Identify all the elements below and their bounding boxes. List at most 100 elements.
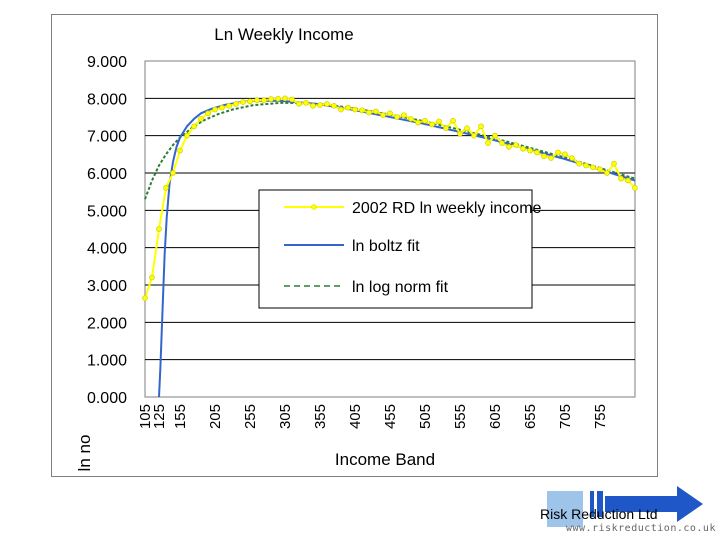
data-point: [212, 106, 218, 113]
data-point: [310, 103, 316, 109]
data-point: [485, 140, 491, 146]
data-point: [177, 147, 183, 154]
legend: 2002 RD ln weekly income ln boltz fit ln…: [258, 189, 542, 309]
data-point: [205, 110, 211, 117]
data-point: [156, 226, 162, 232]
x-tick-label: 105: [137, 404, 154, 429]
data-point: [373, 108, 379, 115]
data-point: [625, 177, 631, 184]
data-point: [170, 170, 176, 176]
y-tick-label: 7.000: [87, 129, 127, 146]
data-point: [492, 132, 498, 139]
data-point: [604, 170, 610, 176]
legend-label-lognorm: ln log norm fit: [352, 279, 449, 296]
data-point: [142, 295, 148, 301]
data-point: [352, 106, 358, 113]
data-point: [366, 109, 372, 116]
data-point: [394, 114, 400, 120]
data-point: [163, 185, 169, 191]
legend-swatch-data-marker: [311, 204, 317, 210]
data-point: [233, 101, 239, 107]
data-point: [499, 140, 505, 146]
data-point: [590, 164, 596, 171]
x-tick-label: 355: [312, 404, 329, 429]
x-tick-label: 705: [557, 404, 574, 429]
data-point: [345, 104, 351, 111]
data-point: [618, 175, 624, 182]
legend-label-boltz: ln boltz fit: [352, 238, 420, 255]
data-point: [513, 142, 519, 148]
company-name: Risk Reduction Ltd: [540, 506, 658, 522]
data-point: [443, 125, 449, 131]
data-point: [184, 132, 190, 139]
data-point: [576, 160, 582, 167]
plot-area-border: [144, 60, 636, 398]
x-tick-label: 505: [417, 404, 434, 429]
data-point: [555, 149, 561, 156]
x-tick-label: 205: [207, 404, 224, 429]
data-point: [254, 97, 260, 103]
x-tick-label: 305: [277, 404, 294, 429]
data-point: [282, 95, 288, 102]
data-point: [401, 112, 407, 118]
logo-bar: [597, 491, 603, 517]
data-point: [331, 103, 337, 109]
chart-frame: Ln Weekly Income 0.000 1.000 2.000 3.000 4.0…: [51, 14, 658, 477]
y-tick-label: 9.000: [87, 54, 127, 71]
x-tick-label: 155: [172, 404, 189, 429]
data-point: [261, 97, 267, 103]
data-point: [240, 99, 246, 105]
x-tick-label: 605: [487, 404, 504, 429]
data-point: [380, 112, 386, 118]
y-tick-label: 1.000: [87, 353, 127, 370]
data-point: [506, 144, 512, 150]
data-point: [548, 155, 554, 161]
data-point: [597, 166, 603, 173]
y-tick-label: 4.000: [87, 241, 127, 258]
data-point: [247, 98, 253, 105]
logo-bar: [590, 491, 594, 517]
data-point: [429, 121, 435, 128]
data-point: [303, 100, 309, 106]
data-point: [191, 123, 197, 130]
data-point: [198, 116, 204, 122]
data-point: [317, 102, 323, 108]
chart-svg: Ln Weekly Income 0.000 1.000 2.000 3.000 4.0…: [75, 25, 638, 471]
data-point: [408, 116, 414, 122]
y-tick-label: 6.000: [87, 166, 127, 183]
y-tick-label: 5.000: [87, 203, 127, 220]
x-tick-label: 455: [382, 404, 399, 429]
legend-box: [258, 189, 533, 309]
data-point: [268, 96, 274, 102]
company-url[interactable]: www.riskreduction.co.uk: [566, 523, 716, 534]
y-tick-label: 2.000: [87, 315, 127, 332]
data-point: [359, 107, 365, 114]
footer-logo: Risk Reduction Ltd www.riskreduction.co.…: [530, 486, 720, 540]
y-tick-label: 3.000: [87, 278, 127, 295]
x-tick-label: 555: [452, 404, 469, 429]
data-point: [422, 117, 428, 124]
next-arrow-icon[interactable]: [605, 486, 705, 522]
data-point: [534, 149, 540, 156]
data-point: [541, 153, 547, 159]
legend-label-data: 2002 RD ln weekly income: [352, 200, 542, 217]
data-point: [415, 119, 421, 126]
x-tick-label: 405: [347, 404, 364, 429]
chart-title: Ln Weekly Income: [214, 25, 354, 44]
data-point: [464, 125, 470, 131]
x-tick-label: 125: [151, 404, 168, 429]
data-point: [450, 117, 456, 124]
data-point: [527, 147, 533, 154]
data-point: [632, 185, 638, 191]
data-point: [562, 151, 568, 158]
data-point: [149, 274, 155, 281]
data-point: [583, 162, 589, 169]
data-point: [296, 101, 302, 107]
data-point: [289, 96, 295, 103]
data-point: [478, 123, 484, 130]
y-tick-label: 0.000: [87, 390, 127, 407]
x-tick-label: 755: [592, 404, 609, 429]
data-point: [457, 131, 463, 137]
data-point: [219, 104, 225, 111]
x-tick-label: 655: [522, 404, 539, 429]
